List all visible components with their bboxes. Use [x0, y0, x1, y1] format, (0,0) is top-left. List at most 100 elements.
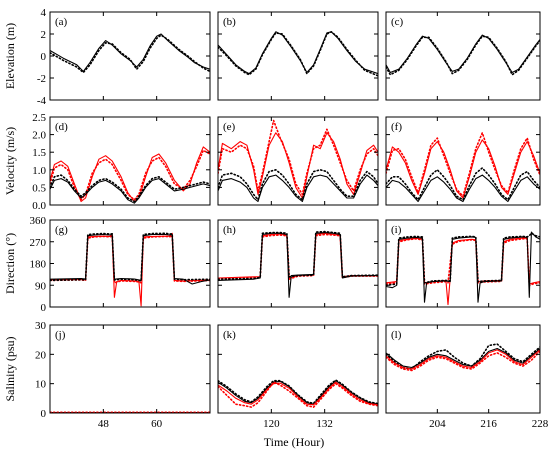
series-line	[386, 232, 540, 287]
y-tick-label: 360	[30, 215, 47, 227]
y-tick-label: 0	[41, 408, 47, 420]
series-line	[218, 132, 378, 199]
axes-frame	[49, 116, 211, 206]
series-line	[50, 146, 210, 203]
axes-frame	[385, 324, 541, 414]
series-line	[218, 232, 378, 298]
x-tick-label: 120	[263, 418, 280, 430]
series-line	[218, 174, 378, 203]
y-tick-label: 10	[35, 379, 47, 391]
series-line	[218, 31, 378, 75]
panel-c: (c)	[385, 11, 541, 101]
series-line	[386, 167, 540, 201]
x-tick-label: 228	[532, 418, 549, 430]
panel-label: (i)	[391, 224, 402, 236]
y-tick-label: 0	[41, 302, 47, 314]
y-axis-label: Elevation (m)	[3, 23, 17, 89]
panel-label: (e)	[223, 121, 236, 133]
axes-frame	[49, 219, 211, 308]
panel-label: (c)	[391, 16, 404, 28]
panel-f: (f)	[385, 116, 541, 206]
panel-label: (l)	[391, 329, 402, 341]
y-tick-label: 20	[35, 349, 47, 361]
panel-k: 120 132 (k)	[217, 324, 379, 430]
series-group	[218, 31, 378, 77]
x-tick-label: 204	[429, 418, 446, 430]
y-tick-label: 90	[35, 280, 47, 292]
x-tick-label: 48	[98, 418, 110, 430]
series-group	[386, 34, 540, 76]
y-tick-label: 270	[30, 237, 47, 249]
y-tick-label: 0.5	[32, 182, 46, 194]
series-line	[50, 232, 210, 307]
axes-frame	[217, 219, 379, 308]
series-line	[386, 174, 540, 203]
y-tick-label: 30	[35, 320, 47, 332]
series-line	[386, 349, 540, 370]
series-line	[50, 234, 210, 284]
y-tick-label: 180	[30, 259, 47, 271]
y-tick-label: 1.0	[32, 165, 46, 177]
series-line	[50, 149, 210, 201]
series-line	[386, 238, 540, 287]
series-line	[218, 379, 378, 405]
series-group	[218, 230, 378, 298]
series-line	[218, 232, 378, 279]
series-line	[218, 230, 378, 280]
series-line	[218, 380, 378, 405]
y-tick-label: 4	[41, 7, 47, 19]
series-line	[50, 174, 210, 203]
series-group	[50, 33, 210, 74]
panel-label: (k)	[223, 329, 236, 341]
series-line	[386, 34, 540, 74]
panel-i: (i)	[385, 219, 541, 308]
series-line	[50, 34, 210, 74]
y-axis-label: Salinity (psu)	[3, 336, 17, 401]
series-line	[386, 343, 540, 370]
panel-label: (j)	[55, 329, 66, 341]
series-line	[50, 233, 210, 285]
series-group	[50, 146, 210, 204]
series-line	[50, 232, 210, 282]
panel-d: 0.0 0.5 1.0 1.5 2.0 2.5 (d)	[32, 112, 211, 212]
axes-frame	[385, 219, 541, 308]
axes-frame	[217, 324, 379, 414]
y-axis-label: Velocity (m/s)	[3, 127, 17, 195]
series-line	[50, 178, 210, 204]
y-tick-label: 2.0	[32, 130, 46, 142]
x-tick-label: 132	[316, 418, 333, 430]
series-group	[50, 232, 210, 307]
panel-l: 204 216 228 (l)	[385, 324, 549, 430]
panel-label: (f)	[391, 121, 402, 133]
axes-frame	[49, 324, 211, 414]
series-line	[386, 231, 540, 303]
axes-frame	[385, 116, 541, 206]
y-tick-label: 1.5	[32, 147, 46, 159]
y-axis-label: Direction (°)	[3, 233, 17, 294]
series-line	[50, 33, 210, 72]
panel-label: (d)	[55, 121, 68, 133]
series-line	[218, 381, 378, 408]
series-group	[218, 379, 378, 408]
series-group	[386, 343, 540, 372]
y-tick-label: 2	[41, 29, 47, 41]
panel-e: (e)	[217, 116, 379, 206]
series-line	[386, 350, 540, 372]
panel-j: 0 10 20 30 48 60 (j)	[35, 320, 211, 430]
series-line	[218, 119, 378, 196]
panel-g: 0 90 180 270 360 (g)	[30, 215, 211, 314]
series-line	[386, 347, 540, 369]
y-tick-label: -4	[37, 95, 47, 107]
panel-label: (g)	[55, 224, 68, 236]
panel-label: (a)	[55, 16, 68, 28]
series-group	[218, 119, 378, 203]
series-group	[386, 231, 540, 306]
y-tick-label: 2.5	[32, 112, 46, 124]
panel-a: -4 -2 0 2 4 (a)	[37, 7, 211, 107]
series-group	[386, 132, 540, 203]
panel-label: (h)	[223, 224, 236, 236]
axes-frame	[217, 116, 379, 206]
panel-h: (h)	[217, 219, 379, 308]
y-axis-labels: Elevation (m) Velocity (m/s) Direction (°)…	[3, 23, 17, 402]
